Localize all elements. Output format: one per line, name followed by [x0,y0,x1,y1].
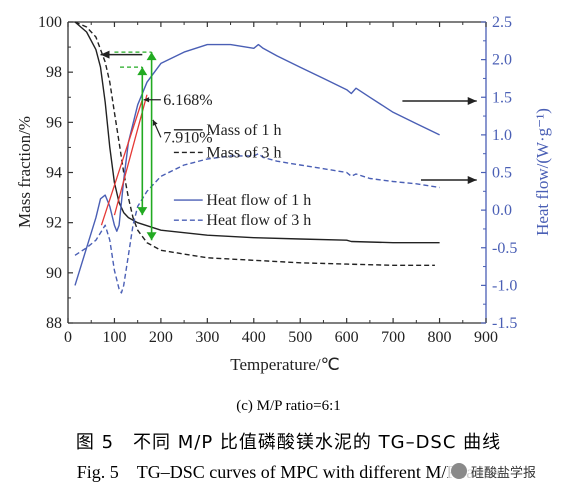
y-left-tick-label: 96 [46,114,62,131]
x-tick-label: 0 [64,329,72,346]
annotation-leader-2-head [152,119,158,126]
y-left-tick-label: 98 [46,64,62,81]
right-axis-indicator-arrow-1-head [467,97,477,106]
left-axis-indicator-arrow-head [100,50,110,59]
x-tick-label: 400 [242,329,266,346]
arrowhead-up-2 [146,52,157,61]
annotation-leader-1-head [143,97,150,103]
x-tick-label: 900 [474,329,498,346]
y-right-tick-label: 0.0 [492,202,512,219]
y-left-tick-label: 90 [46,265,62,282]
figure-caption-english: Fig. 5 TG–DSC curves of MPC with differe… [76,462,501,482]
y-left-tick-label: 88 [46,315,62,332]
arrowhead-down-1 [137,207,148,216]
arrowhead-up-1 [137,67,148,76]
y-left-tick-label: 94 [46,165,62,182]
legend-label-1: Mass of 1 h [206,122,281,139]
y-right-tick-label: -1.5 [492,315,517,332]
sub-caption: (c) M/P ratio=6:1 [236,398,341,414]
y-axis-left-title: Mass fraction/% [15,116,34,228]
tangent-line-1 [100,99,143,226]
watermark-text: 硅酸盐学报 [471,465,537,481]
figure-caption-chinese: 图 5 不同 M/P 比值磷酸镁水泥的 TG–DSC 曲线 [75,432,502,453]
legend-label-3: Heat flow of 1 h [206,192,311,209]
right-axis-indicator-arrow-2-head [467,176,477,185]
y-right-tick-label: 2.0 [492,52,512,69]
watermark: 硅酸盐学报 [448,460,540,482]
series-line-4 [74,153,440,294]
x-tick-label: 100 [102,329,126,346]
x-tick-label: 700 [381,329,405,346]
x-axis-title: Temperature/℃ [230,355,339,374]
arrowhead-down-2 [146,232,157,241]
y-axis-right-title: Heat flow/(W·g⁻¹) [533,108,552,236]
tg-dsc-chart: 0 100 200 300 400 500 600 700 800 900 88 90 92 94 96 98… [15,14,552,374]
y-right-tick-label: 1.5 [492,89,512,106]
series-line-1 [74,21,440,244]
x-tick-label: 200 [149,329,173,346]
y-left-tick-label: 92 [46,215,62,232]
legend-label-4: Heat flow of 3 h [206,212,311,229]
annotation-label-2: 7.910% [163,129,212,146]
watermark-logo-icon [451,463,467,479]
y-right-tick-label: -0.5 [492,240,517,257]
y-right-tick-label: 1.0 [492,127,512,144]
annotation-label-1: 6.168% [163,92,212,109]
x-tick-label: 800 [428,329,452,346]
x-tick-label: 600 [335,329,359,346]
x-tick-label: 300 [195,329,219,346]
series-line-3 [74,43,440,286]
y-right-tick-label: 2.5 [492,14,512,31]
y-right-tick-label: 0.5 [492,165,512,182]
series-line-2 [74,21,435,266]
x-tick-label: 500 [288,329,312,346]
y-right-tick-label: -1.0 [492,277,517,294]
legend-label-2: Mass of 3 h [206,144,281,161]
y-left-tick-label: 100 [38,14,62,31]
